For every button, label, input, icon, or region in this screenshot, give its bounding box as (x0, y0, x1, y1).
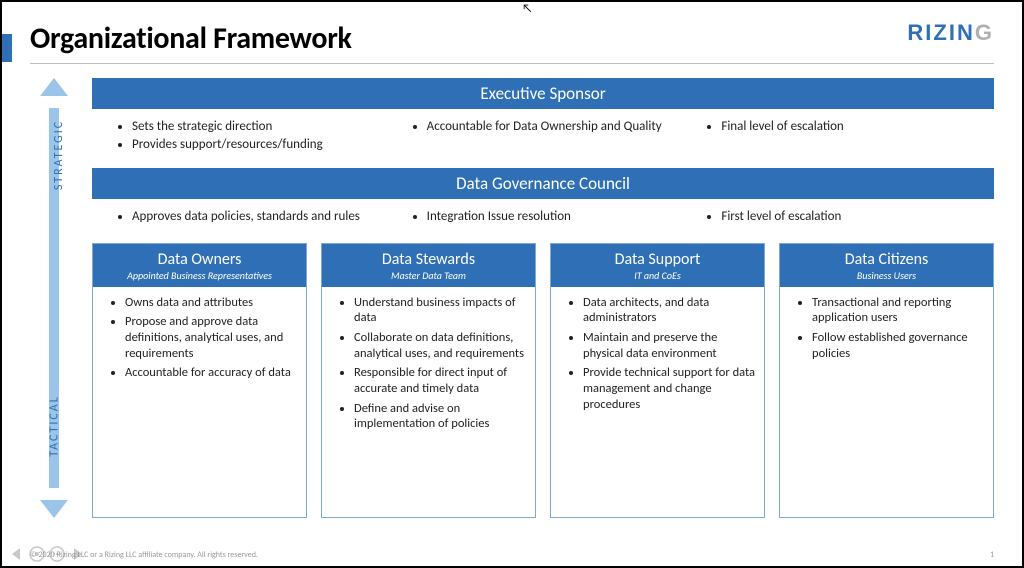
card-subtitle: Master Data Team (326, 269, 531, 282)
card-data-owners: Data Owners Appointed Business Represent… (92, 243, 307, 518)
card-item: Responsible for direct input of accurate… (354, 365, 527, 396)
card-item: Data architects, and data administrators (583, 295, 756, 326)
card-head: Data Stewards Master Data Team (322, 244, 535, 287)
presenter-nav (6, 544, 88, 564)
role-cards: Data Owners Appointed Business Represent… (92, 243, 994, 518)
strategic-label: STRATEGIC (52, 120, 66, 190)
menu-icon[interactable] (48, 545, 66, 563)
bullet: Final level of escalation (721, 119, 970, 135)
page-number: 1 (990, 550, 994, 560)
header: Organizational Framework RIZING (30, 20, 994, 64)
bullet: Provides support/resources/funding (132, 137, 381, 153)
executive-sponsor-bullets: Sets the strategic direction Provides su… (92, 115, 994, 162)
card-data-support: Data Support IT and CoEs Data architects… (550, 243, 765, 518)
card-item: Follow established governance policies (812, 330, 985, 361)
bullet: First level of escalation (721, 209, 970, 225)
prev-slide-icon[interactable] (6, 544, 26, 564)
card-item: Understand business impacts of data (354, 295, 527, 326)
card-item: Define and advise on implementation of p… (354, 401, 527, 432)
card-item: Collaborate on data definitions, analyti… (354, 330, 527, 361)
brand-logo: RIZING (907, 20, 994, 46)
card-item: Provide technical support for data manag… (583, 365, 756, 412)
card-item: Transactional and reporting application … (812, 295, 985, 326)
card-title: Data Support (555, 250, 760, 269)
card-title: Data Stewards (326, 250, 531, 269)
card-item: Maintain and preserve the physical data … (583, 330, 756, 361)
card-subtitle: Business Users (784, 269, 989, 282)
page-title: Organizational Framework (30, 20, 352, 57)
card-item: Owns data and attributes (125, 295, 298, 311)
governance-council-bullets: Approves data policies, standards and ru… (92, 205, 994, 233)
pen-icon[interactable] (28, 545, 46, 563)
card-data-stewards: Data Stewards Master Data Team Understan… (321, 243, 536, 518)
card-title: Data Citizens (784, 250, 989, 269)
card-subtitle: Appointed Business Representatives (97, 269, 302, 282)
card-head: Data Citizens Business Users (780, 244, 993, 287)
main-column: Executive Sponsor Sets the strategic dir… (92, 78, 994, 518)
logo-part2: G (975, 20, 994, 45)
bullet: Accountable for Data Ownership and Quali… (427, 119, 676, 135)
bullet: Sets the strategic direction (132, 119, 381, 135)
governance-council-bar: Data Governance Council (92, 168, 994, 199)
bullet: Approves data policies, standards and ru… (132, 209, 381, 225)
tactical-label: TACTICAL (48, 395, 62, 456)
next-slide-icon[interactable] (68, 544, 88, 564)
card-subtitle: IT and CoEs (555, 269, 760, 282)
card-data-citizens: Data Citizens Business Users Transaction… (779, 243, 994, 518)
card-head: Data Support IT and CoEs (551, 244, 764, 287)
card-title: Data Owners (97, 250, 302, 269)
bullet: Integration Issue resolution (427, 209, 676, 225)
card-item: Accountable for accuracy of data (125, 365, 298, 381)
vertical-arrow: STRATEGIC TACTICAL (30, 78, 78, 518)
arrow-up-icon (40, 78, 68, 96)
card-item: Propose and approve data definitions, an… (125, 314, 298, 361)
card-head: Data Owners Appointed Business Represent… (93, 244, 306, 287)
executive-sponsor-bar: Executive Sponsor (92, 78, 994, 109)
arrow-down-icon (40, 500, 68, 518)
footer: © 2020 Rizing LLC or a Rizing LLC affili… (30, 550, 994, 560)
content-area: STRATEGIC TACTICAL Executive Sponsor Set… (30, 78, 994, 518)
slide: Organizational Framework RIZING STRATEGI… (2, 2, 1022, 566)
logo-part1: RIZIN (907, 20, 974, 45)
